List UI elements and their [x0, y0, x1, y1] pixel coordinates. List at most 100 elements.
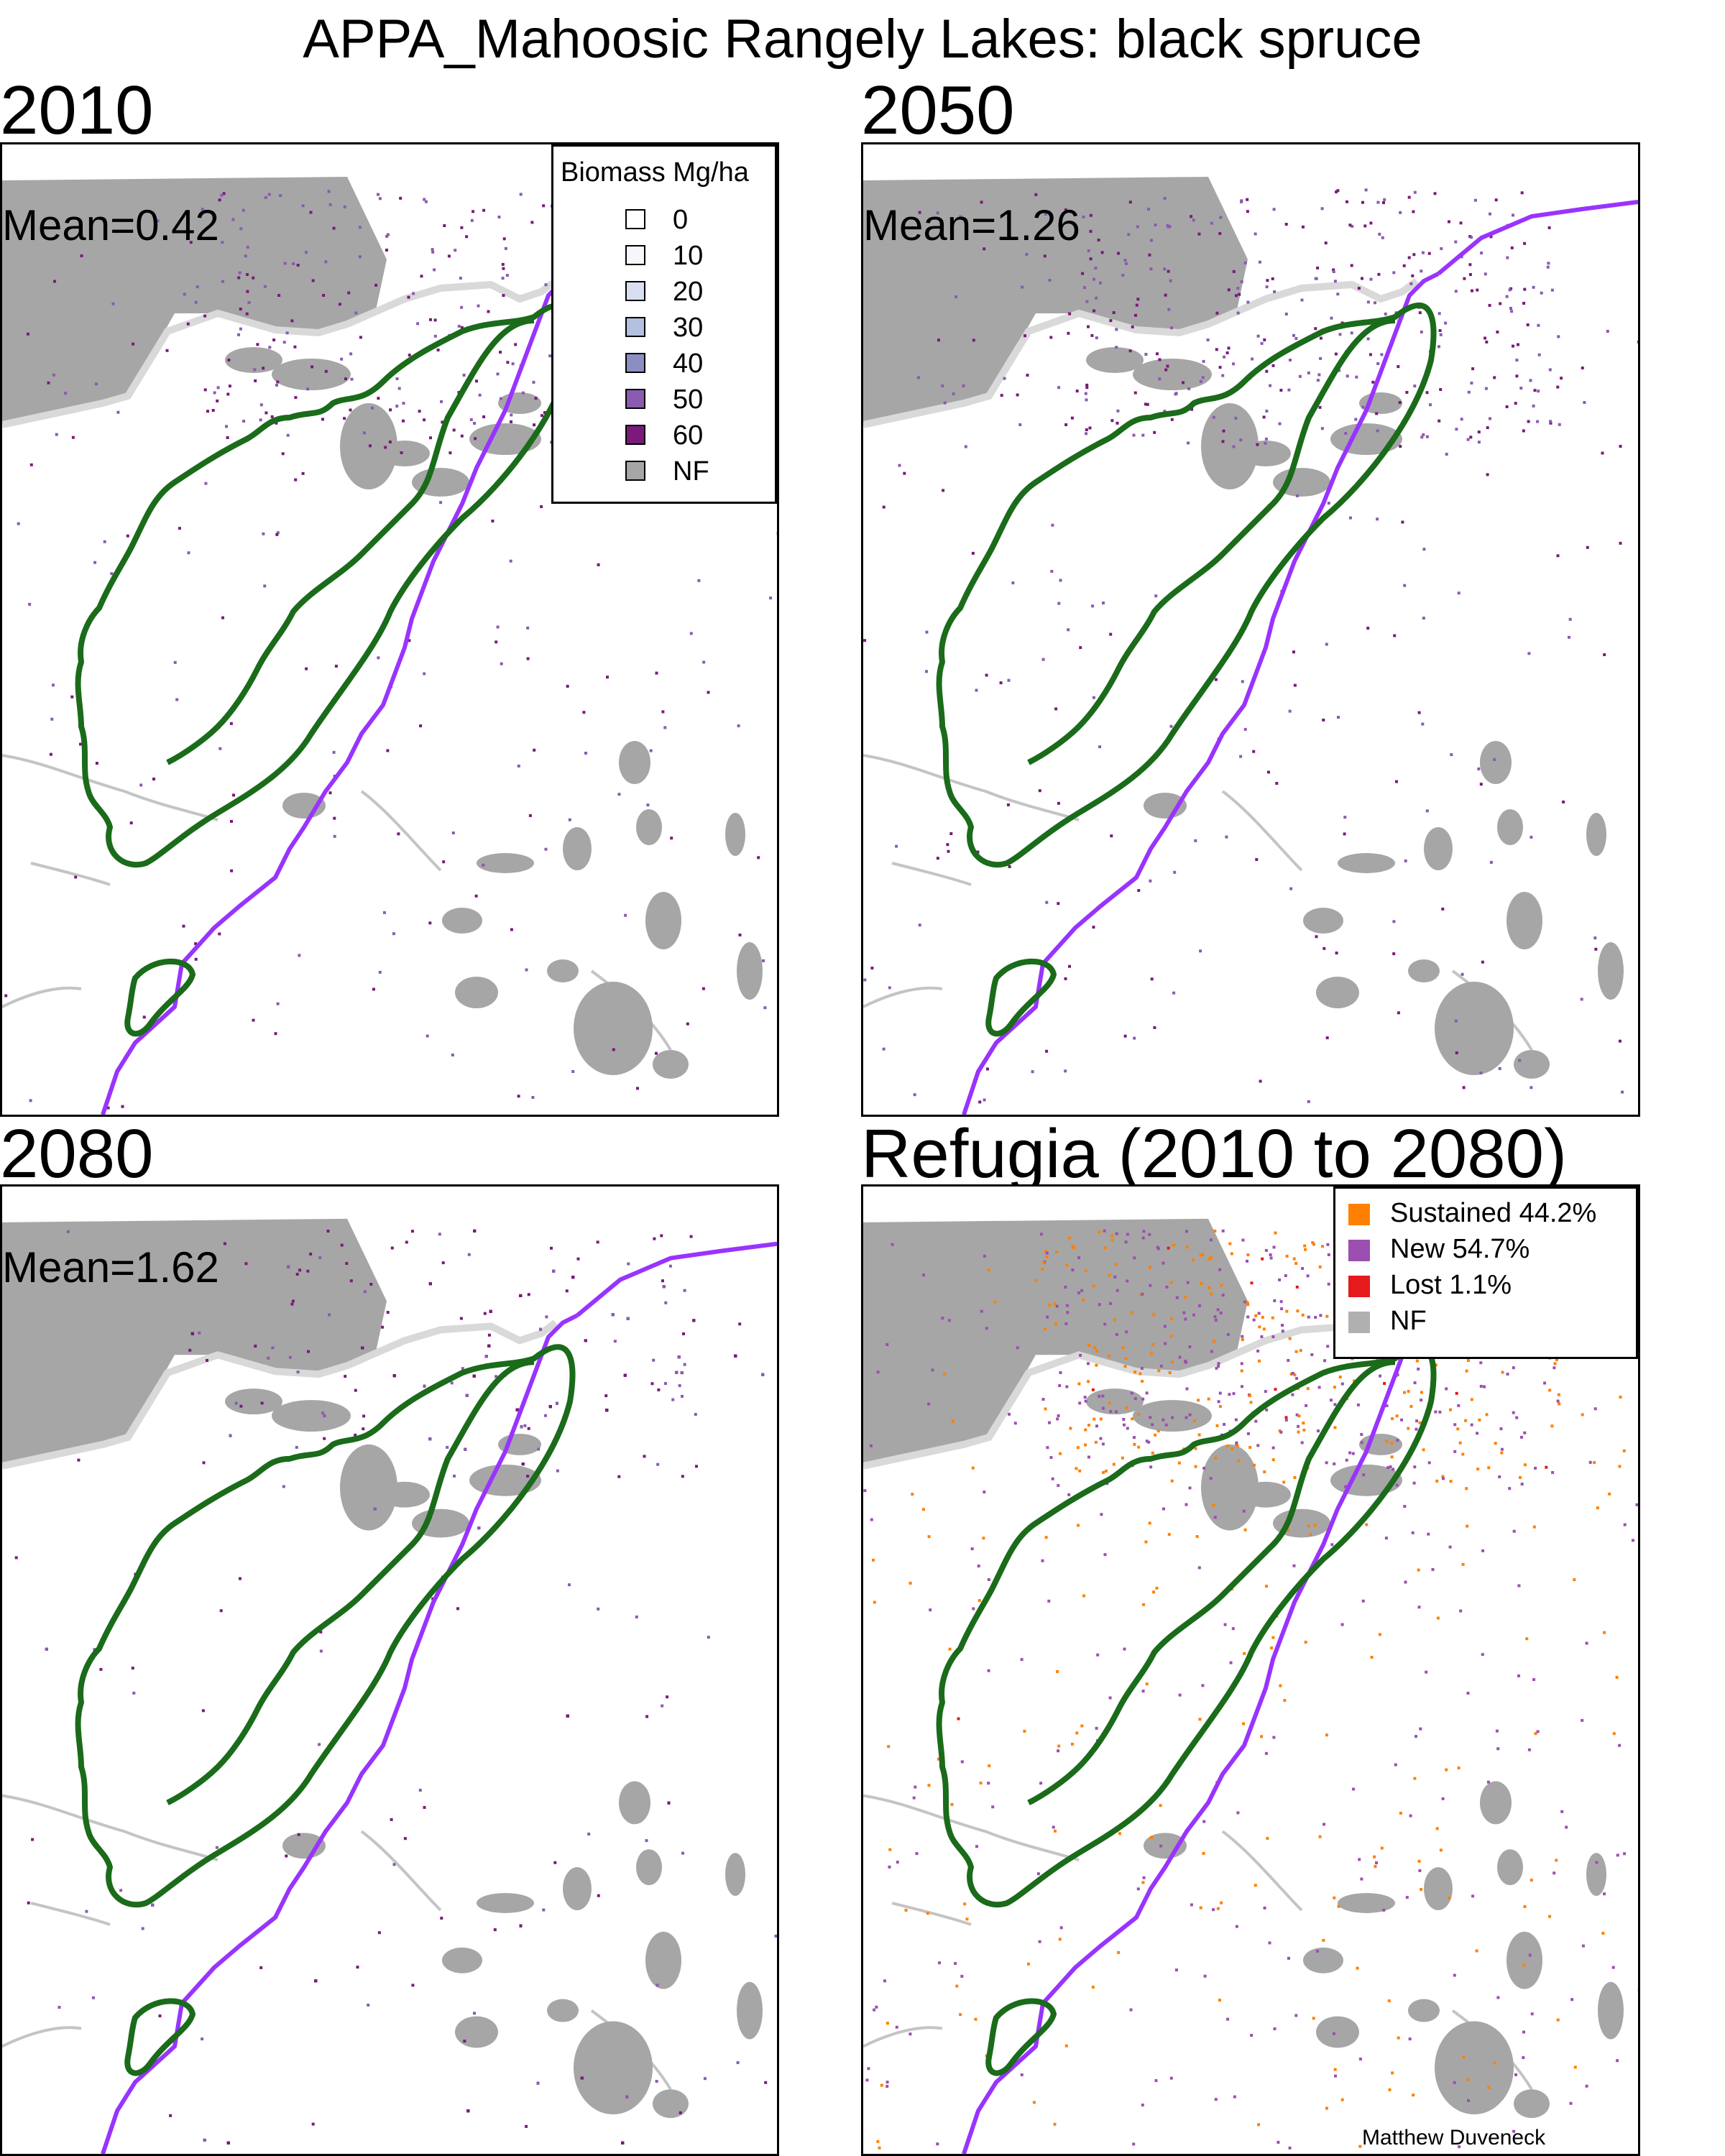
biomass-pixel [1109, 319, 1113, 323]
biomass-pixel [1260, 1335, 1264, 1338]
biomass-pixel [260, 1401, 264, 1405]
biomass-pixel [1109, 632, 1113, 636]
biomass-pixel [1263, 1906, 1266, 1909]
biomass-pixel [1439, 333, 1443, 336]
biomass-pixel [1581, 1718, 1584, 1722]
biomass-pixel [1374, 301, 1376, 305]
biomass-pixel [1077, 1256, 1081, 1260]
biomass-pixel [1413, 1465, 1417, 1469]
biomass-pixel [1390, 1455, 1394, 1459]
biomass-pixel [1110, 1234, 1114, 1238]
biomass-pixel [1227, 288, 1230, 292]
biomass-pixel [504, 247, 507, 250]
biomass-pixel [496, 625, 500, 629]
biomass-pixel [1392, 920, 1396, 923]
biomass-pixel [1486, 426, 1489, 430]
biomass-pixel [1171, 1360, 1174, 1364]
lake [1586, 1853, 1606, 1897]
biomass-pixel [1498, 1067, 1501, 1070]
biomass-pixel [1184, 1317, 1187, 1321]
biomass-pixel [1568, 617, 1572, 621]
biomass-pixel [1265, 410, 1269, 413]
biomass-pixel [363, 1290, 367, 1294]
biomass-pixel [1150, 1835, 1153, 1839]
map-refugia [863, 1187, 1638, 2154]
biomass-pixel [1254, 1314, 1258, 1317]
biomass-pixel [1054, 707, 1058, 711]
biomass-pixel [1221, 1229, 1225, 1233]
biomass-pixel [384, 446, 387, 449]
biomass-pixel [1048, 1421, 1051, 1424]
biomass-pixel [986, 1067, 989, 1071]
biomass-pixel [392, 932, 395, 936]
biomass-pixel [472, 1374, 476, 1378]
biomass-pixel [1558, 423, 1561, 426]
lake [1514, 1050, 1550, 1079]
river [2, 1794, 218, 1862]
non-forest-region [863, 177, 1248, 425]
biomass-pixel [1322, 1938, 1325, 1942]
biomass-pixel [1272, 1245, 1276, 1249]
biomass-pixel [1024, 334, 1026, 338]
biomass-pixel [1471, 1894, 1475, 1898]
biomass-pixel [1227, 346, 1230, 350]
biomass-pixel [927, 1535, 931, 1539]
biomass-pixel [349, 1279, 353, 1283]
biomass-pixel [1064, 423, 1068, 426]
biomass-pixel [1199, 1906, 1202, 1909]
biomass-pixel [1562, 800, 1565, 803]
biomass-pixel [1212, 415, 1215, 419]
biomass-pixel [1545, 1465, 1548, 1469]
biomass-pixel [1457, 1766, 1460, 1770]
biomass-pixel [865, 2078, 869, 2082]
biomass-pixel [1059, 1926, 1063, 1930]
biomass-pixel [1477, 430, 1481, 434]
biomass-pixel [201, 1709, 205, 1713]
biomass-pixel [1169, 2076, 1173, 2080]
biomass-pixel [244, 1262, 248, 1266]
biomass-pixel [1403, 1505, 1407, 1508]
biomass-pixel [1169, 279, 1172, 282]
biomass-pixel [1271, 1458, 1275, 1462]
biomass-pixel [47, 381, 50, 384]
biomass-pixel [1510, 246, 1514, 249]
biomass-pixel [650, 1382, 654, 1386]
biomass-pixel [1618, 1743, 1622, 1747]
biomass-pixel [28, 602, 32, 606]
biomass-pixel [1072, 1246, 1075, 1250]
biomass-pixel [1026, 374, 1029, 377]
biomass-pixel [1458, 1441, 1462, 1445]
biomass-pixel [916, 376, 920, 379]
biomass-pixel [1464, 1419, 1468, 1422]
biomass-pixel [203, 2138, 206, 2142]
biomass-pixel [1246, 1259, 1248, 1263]
biomass-pixel [1414, 1427, 1418, 1431]
biomass-pixel [1351, 1452, 1355, 1455]
biomass-pixel [937, 338, 940, 342]
biomass-pixel [1083, 1396, 1087, 1399]
biomass-pixel [1144, 1540, 1148, 1544]
biomass-pixel [1068, 964, 1071, 968]
biomass-pixel [1254, 1884, 1257, 1887]
biomass-pixel [1295, 1377, 1299, 1381]
biomass-pixel [1218, 1404, 1222, 1408]
biomass-pixel [1519, 1475, 1522, 1479]
biomass-pixel [239, 1404, 243, 1408]
biomass-pixel [1606, 330, 1609, 333]
biomass-pixel [343, 417, 346, 420]
biomass-pixel [946, 843, 949, 847]
biomass-pixel [1411, 274, 1414, 277]
refugia-legend: Sustained 44.2% New 54.7% Lost 1.1% NF [1333, 1187, 1638, 1359]
biomass-pixel [1536, 1730, 1540, 1733]
biomass-pixel [886, 2085, 889, 2088]
biomass-pixel [1358, 1858, 1361, 1861]
biomass-pixel [49, 752, 52, 756]
biomass-pixel [1151, 1423, 1154, 1427]
biomass-pixel [274, 1032, 277, 1036]
biomass-pixel [1476, 1468, 1480, 1471]
biomass-pixel [533, 423, 536, 427]
biomass-pixel [1246, 210, 1249, 213]
biomass-pixel [1310, 1353, 1314, 1356]
biomass-pixel [132, 342, 135, 346]
biomass-pixel [1076, 1446, 1080, 1450]
